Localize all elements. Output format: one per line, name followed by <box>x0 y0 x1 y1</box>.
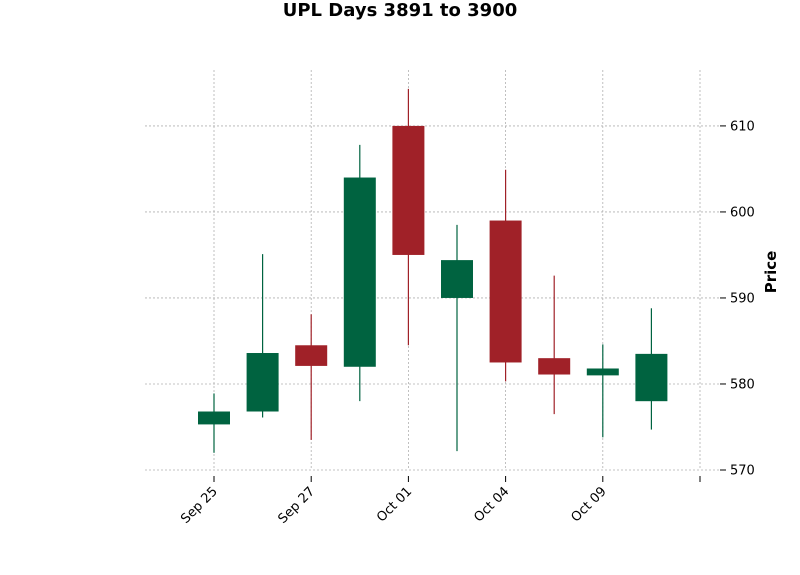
candle <box>489 169 522 382</box>
candle <box>246 254 279 418</box>
candle-body <box>392 125 425 255</box>
candle-body <box>441 260 473 298</box>
x-tick-label: Oct 04 <box>471 484 512 525</box>
y-tick-label: 580 <box>730 377 755 392</box>
y-axis-label: Price <box>762 251 780 294</box>
candle-body <box>635 353 668 402</box>
x-tick-label: Sep 27 <box>275 484 318 527</box>
candle-body <box>246 353 279 412</box>
candle <box>441 224 473 452</box>
candle-body <box>489 220 522 363</box>
candle-body <box>538 358 571 375</box>
candle <box>343 144 376 402</box>
candle <box>392 88 425 346</box>
candle <box>538 275 571 415</box>
candle-body <box>295 345 328 366</box>
candle <box>295 314 328 440</box>
candle <box>198 393 230 453</box>
y-tick-label: 590 <box>730 291 755 306</box>
chart-title: UPL Days 3891 to 3900 <box>282 0 518 21</box>
x-tick-label: Oct 09 <box>569 484 610 525</box>
candle-body <box>198 411 230 425</box>
candle <box>635 308 668 430</box>
grid <box>145 70 720 471</box>
y-tick-label: 570 <box>730 464 755 479</box>
candle <box>586 344 619 438</box>
x-tick-label: Oct 01 <box>374 484 415 525</box>
y-tick-label: 610 <box>730 119 755 134</box>
x-tick-label: Sep 25 <box>178 484 221 527</box>
candles <box>198 88 668 453</box>
y-tick-label: 600 <box>730 205 755 220</box>
candle-body <box>586 368 619 376</box>
axes: 570 580 590 600 610 Sep 25 Sep 27 Oct 01 Oct 04 O… <box>178 119 755 526</box>
candle-body <box>343 177 376 367</box>
